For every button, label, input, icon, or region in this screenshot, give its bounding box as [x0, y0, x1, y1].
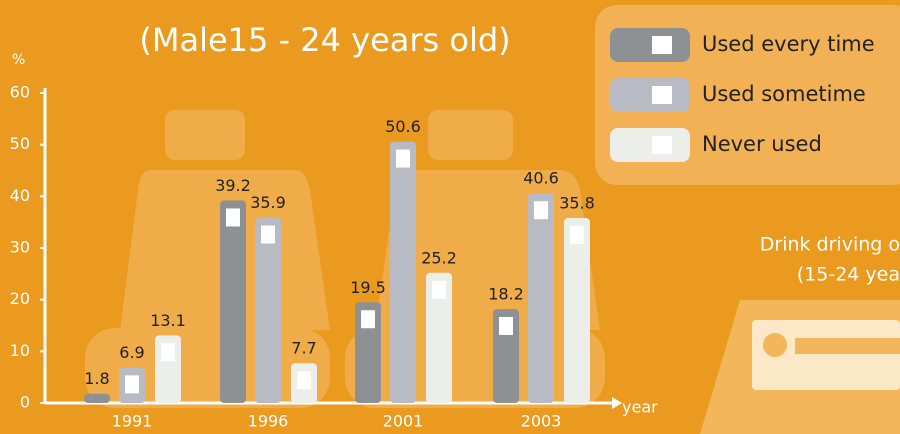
legend-swatch — [610, 128, 690, 162]
y-tick-label: 0 — [20, 393, 30, 412]
y-tick-label: 10 — [10, 341, 30, 360]
data-label: 7.7 — [291, 339, 316, 358]
x-tick-label: 1996 — [248, 412, 289, 431]
x-tick-label: 2003 — [521, 412, 562, 431]
bar-icon — [570, 226, 584, 245]
bar — [564, 218, 590, 403]
x-axis-label: year — [622, 398, 658, 417]
data-label: 6.9 — [119, 343, 144, 362]
radio-display — [795, 338, 900, 354]
legend-label: Never used — [702, 132, 822, 156]
bar-icon — [125, 375, 139, 394]
y-tick-label: 50 — [10, 134, 30, 153]
data-label: 25.2 — [421, 248, 457, 267]
radio-body — [752, 320, 900, 390]
data-label: 13.1 — [150, 311, 186, 330]
bar-icon — [361, 310, 375, 329]
x-axis-arrow — [612, 397, 622, 409]
data-label: 19.5 — [350, 278, 386, 297]
bar-icon — [297, 371, 311, 390]
bar-icon — [161, 343, 175, 362]
bar-icon — [499, 316, 513, 335]
bar-icon — [432, 280, 446, 299]
data-label: 1.8 — [84, 369, 109, 388]
legend-label: Used sometime — [702, 82, 866, 106]
bar — [528, 193, 554, 403]
radio-knob — [763, 333, 787, 357]
bar — [84, 393, 110, 403]
bar — [255, 217, 281, 403]
bar — [220, 200, 246, 403]
data-label: 18.2 — [488, 284, 524, 303]
y-tick-label: 40 — [10, 186, 30, 205]
y-tick-label: 60 — [10, 83, 30, 102]
data-label: 50.6 — [385, 117, 421, 136]
y-tick-label: 30 — [10, 238, 30, 257]
legend-swatch — [610, 28, 690, 62]
bar-icon — [534, 201, 548, 220]
legend-swatch-icon — [652, 36, 672, 54]
bar — [426, 272, 452, 403]
legend-label: Used every time — [702, 32, 875, 56]
bar-icon — [261, 225, 275, 244]
bar — [390, 141, 416, 404]
legend-swatch-icon — [652, 136, 672, 154]
legend-swatch-icon — [652, 86, 672, 104]
data-label: 40.6 — [523, 169, 559, 188]
x-tick-label: 1991 — [112, 412, 153, 431]
legend-swatch — [610, 78, 690, 112]
y-axis-label: % — [12, 52, 25, 68]
data-label: 35.9 — [250, 193, 286, 212]
data-label: 39.2 — [215, 176, 251, 195]
chart-title: (Male15 - 24 years old) — [139, 21, 510, 59]
y-tick-label: 20 — [10, 289, 30, 308]
annotation: Drink driving o — [760, 234, 900, 256]
bar-icon — [226, 208, 240, 227]
annotation: (15-24 yea — [797, 264, 900, 286]
x-tick-label: 2001 — [383, 412, 424, 431]
bar-icon — [396, 149, 410, 168]
data-label: 35.8 — [559, 194, 595, 213]
